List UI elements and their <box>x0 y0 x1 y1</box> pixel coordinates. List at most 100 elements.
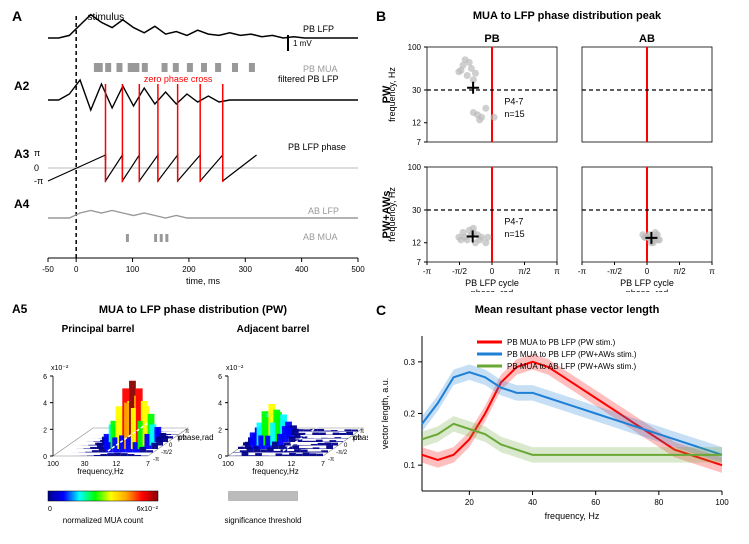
svg-text:6: 6 <box>218 374 222 381</box>
panel-c: C Mean resultant phase vector length 20 4… <box>372 302 742 532</box>
panel-c-title: Mean resultant phase vector length <box>392 304 742 316</box>
svg-text:80: 80 <box>654 498 663 507</box>
svg-text:PB MUA to PB LFP (PW+AWs stim.: PB MUA to PB LFP (PW+AWs stim.) <box>507 350 637 359</box>
svg-text:300: 300 <box>239 265 253 274</box>
svg-text:phase, rad: phase, rad <box>471 288 514 292</box>
svg-text:2: 2 <box>218 427 222 434</box>
svg-text:40: 40 <box>528 498 537 507</box>
svg-text:π: π <box>185 429 189 435</box>
svg-text:60: 60 <box>591 498 600 507</box>
panel-a-label: A <box>12 8 22 24</box>
panel-c-label: C <box>376 302 386 318</box>
panel-a5: A5 MUA to LFP phase distribution (PW) Pr… <box>8 302 368 532</box>
svg-text:-π: -π <box>34 176 43 186</box>
svg-text:500: 500 <box>351 265 365 274</box>
svg-text:PB: PB <box>484 33 499 45</box>
svg-text:frequency,Hz: frequency,Hz <box>252 467 299 476</box>
svg-text:AB: AB <box>639 33 655 45</box>
svg-text:20: 20 <box>465 498 474 507</box>
svg-text:0: 0 <box>218 454 222 461</box>
svg-text:π/2: π/2 <box>177 436 187 442</box>
svg-text:100: 100 <box>47 461 59 468</box>
svg-text:P4-7: P4-7 <box>504 216 523 226</box>
svg-text:0: 0 <box>74 265 79 274</box>
svg-text:12: 12 <box>412 119 421 128</box>
svg-text:Adjacent barrel: Adjacent barrel <box>237 324 310 335</box>
svg-text:7: 7 <box>417 258 422 267</box>
svg-text:-π/2: -π/2 <box>452 267 467 276</box>
svg-text:-π: -π <box>153 457 159 463</box>
svg-text:phase, rad: phase, rad <box>626 288 669 292</box>
svg-text:4: 4 <box>218 401 222 408</box>
svg-text:30: 30 <box>412 86 421 95</box>
svg-text:0: 0 <box>48 506 52 513</box>
svg-text:0: 0 <box>169 443 173 449</box>
svg-text:200: 200 <box>182 265 196 274</box>
svg-text:0: 0 <box>43 454 47 461</box>
panel-a: A stimulusPB LFP1 mVPB MUAA2zero phase c… <box>8 8 368 298</box>
svg-text:100: 100 <box>408 43 422 52</box>
svg-text:-50: -50 <box>42 265 54 274</box>
svg-text:0: 0 <box>490 267 495 276</box>
svg-text:π: π <box>360 429 364 435</box>
svg-text:x10⁻²: x10⁻² <box>51 365 69 372</box>
svg-text:0: 0 <box>344 443 348 449</box>
svg-text:zero phase cross: zero phase cross <box>144 74 213 84</box>
svg-text:30: 30 <box>256 461 264 468</box>
svg-text:π/2: π/2 <box>673 267 686 276</box>
panel-a5-label: A5 <box>12 302 27 316</box>
svg-text:12: 12 <box>287 461 295 468</box>
panel-a5-svg: Principal barrel0246x10⁻²frequency,Hzpha… <box>8 316 368 526</box>
svg-text:π: π <box>709 267 715 276</box>
svg-text:π/2: π/2 <box>518 267 531 276</box>
svg-text:A4: A4 <box>14 197 30 211</box>
svg-text:100: 100 <box>222 461 234 468</box>
svg-text:π: π <box>554 267 560 276</box>
svg-text:A2: A2 <box>14 79 30 93</box>
svg-text:7: 7 <box>146 461 150 468</box>
panel-b-title: MUA to LFP phase distribution peak <box>392 10 742 22</box>
svg-text:30: 30 <box>81 461 89 468</box>
svg-text:frequency,Hz: frequency,Hz <box>77 467 124 476</box>
svg-text:6: 6 <box>43 374 47 381</box>
svg-text:12: 12 <box>112 461 120 468</box>
svg-text:-π: -π <box>578 267 587 276</box>
svg-text:normalized MUA count: normalized MUA count <box>63 516 144 525</box>
svg-text:AB MUA: AB MUA <box>303 232 338 242</box>
svg-text:PB MUA to AB LFP (PW+AWs stim.: PB MUA to AB LFP (PW+AWs stim.) <box>507 362 636 371</box>
svg-text:n=15: n=15 <box>504 109 524 119</box>
panel-b-svg: 71230100frequency, HzPBPWP4-7n=15AB71230… <box>372 22 742 292</box>
svg-text:stimulus: stimulus <box>87 12 124 23</box>
svg-text:π/2: π/2 <box>352 436 362 442</box>
svg-text:-π: -π <box>328 457 334 463</box>
svg-text:100: 100 <box>715 498 729 507</box>
svg-text:PB LFP phase: PB LFP phase <box>288 142 346 152</box>
svg-text:0.1: 0.1 <box>404 461 416 470</box>
svg-text:100: 100 <box>126 265 140 274</box>
svg-text:AB LFP: AB LFP <box>308 206 339 216</box>
svg-text:n=15: n=15 <box>504 229 524 239</box>
svg-text:0: 0 <box>34 163 39 173</box>
svg-text:0.2: 0.2 <box>404 410 416 419</box>
svg-text:PW: PW <box>381 85 393 103</box>
svg-text:-π/2: -π/2 <box>336 450 348 456</box>
svg-text:7: 7 <box>321 461 325 468</box>
svg-text:PB MUA to PB LFP (PW stim.): PB MUA to PB LFP (PW stim.) <box>507 338 616 347</box>
panel-b-label: B <box>376 8 386 24</box>
svg-text:x10⁻²: x10⁻² <box>226 365 244 372</box>
svg-text:π: π <box>34 148 40 158</box>
svg-text:P4-7: P4-7 <box>504 96 523 106</box>
svg-text:significance threshold: significance threshold <box>225 516 302 525</box>
panel-a-svg: stimulusPB LFP1 mVPB MUAA2zero phase cro… <box>8 8 368 298</box>
svg-text:4: 4 <box>43 401 47 408</box>
svg-text:Principal barrel: Principal barrel <box>62 324 135 335</box>
svg-text:filtered PB LFP: filtered PB LFP <box>278 74 339 84</box>
svg-text:0: 0 <box>645 267 650 276</box>
svg-text:0.3: 0.3 <box>404 358 416 367</box>
svg-text:30: 30 <box>412 206 421 215</box>
svg-text:6x10⁻²: 6x10⁻² <box>137 506 159 513</box>
panel-c-svg: 204060801000.10.20.3frequency, Hzvector … <box>372 316 742 526</box>
svg-text:7: 7 <box>417 138 422 147</box>
svg-text:100: 100 <box>408 163 422 172</box>
svg-text:PB LFP: PB LFP <box>303 24 334 34</box>
